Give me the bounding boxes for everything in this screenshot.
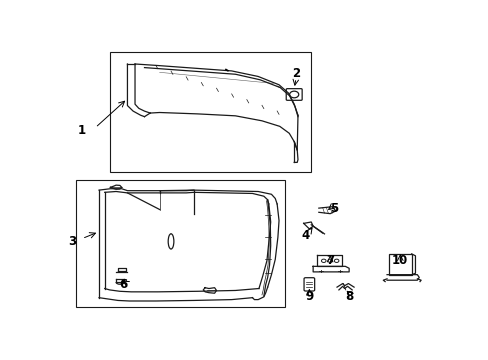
- Text: 3: 3: [68, 235, 77, 248]
- Circle shape: [321, 259, 325, 262]
- Text: 6: 6: [119, 278, 127, 291]
- Text: 4: 4: [301, 229, 309, 242]
- Circle shape: [334, 259, 338, 262]
- FancyBboxPatch shape: [304, 278, 314, 291]
- Ellipse shape: [168, 234, 174, 249]
- Circle shape: [327, 259, 332, 262]
- Bar: [388, 254, 411, 275]
- Text: 5: 5: [329, 202, 337, 215]
- Bar: [76, 180, 284, 307]
- Text: 1: 1: [78, 124, 86, 137]
- FancyBboxPatch shape: [285, 89, 302, 100]
- Circle shape: [289, 91, 298, 98]
- Text: 2: 2: [291, 67, 300, 80]
- Text: 9: 9: [305, 290, 313, 303]
- Bar: [110, 51, 311, 172]
- Text: 10: 10: [391, 254, 407, 267]
- Text: 7: 7: [325, 254, 334, 267]
- Text: 8: 8: [345, 290, 352, 303]
